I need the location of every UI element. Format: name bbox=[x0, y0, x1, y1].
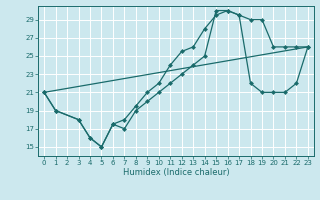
X-axis label: Humidex (Indice chaleur): Humidex (Indice chaleur) bbox=[123, 168, 229, 177]
